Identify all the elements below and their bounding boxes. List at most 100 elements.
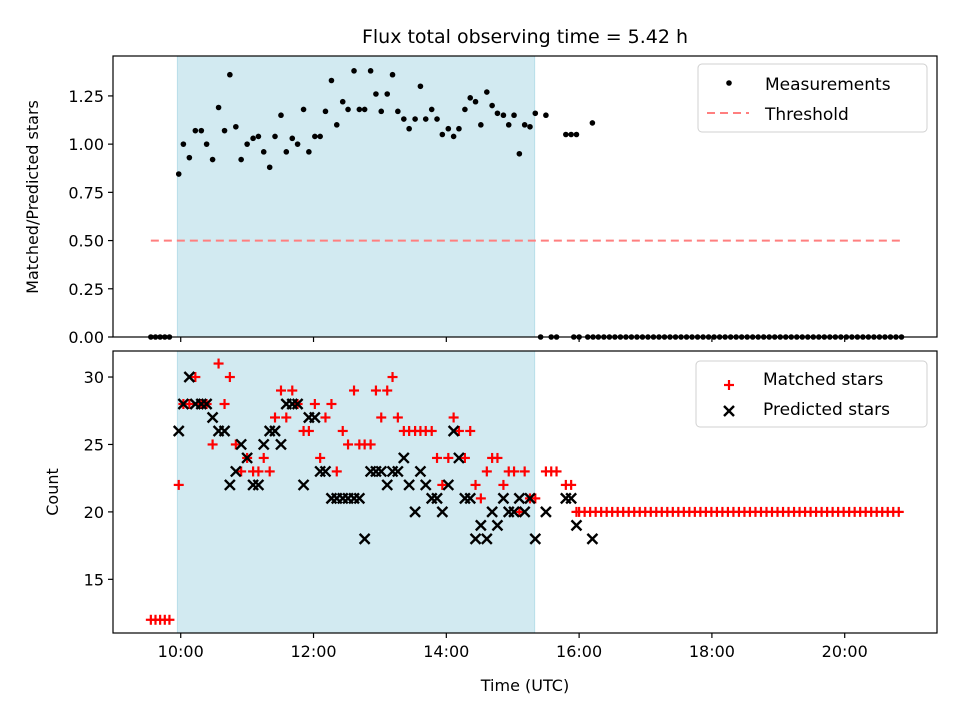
matched-star-marker xyxy=(281,412,292,423)
measurement-point xyxy=(445,125,452,132)
predicted-star-marker xyxy=(353,492,366,505)
measurement-point xyxy=(333,122,340,128)
predicted-star-marker xyxy=(183,371,196,383)
predicted-star-marker xyxy=(442,479,455,491)
measurement-point xyxy=(494,110,501,117)
measurement-point xyxy=(198,127,205,134)
matched-star-marker xyxy=(453,425,464,436)
observing-window-shade-bottom xyxy=(176,350,536,634)
measurement-point xyxy=(272,133,278,140)
plus-marker-icon xyxy=(724,380,734,390)
predicted-star-marker xyxy=(252,479,265,491)
measurement-point xyxy=(238,156,244,163)
legend-threshold-label: Threshold xyxy=(764,105,849,125)
measurement-point xyxy=(361,106,368,113)
measurement-point xyxy=(233,123,239,130)
predicted-star-marker xyxy=(172,425,185,437)
top-x-ticks xyxy=(180,337,846,342)
matched-star-marker xyxy=(275,385,286,396)
measurement-point xyxy=(505,122,512,128)
bottom-y-ticks: 15 20 25 30 xyxy=(84,368,113,589)
measurement-point xyxy=(478,122,484,128)
matched-star-marker xyxy=(207,439,218,450)
predicted-star-marker xyxy=(309,411,321,424)
matched-star-marker xyxy=(337,425,348,436)
matched-star-marker xyxy=(509,466,520,477)
matched-star-marker xyxy=(432,452,443,463)
measurement-point xyxy=(500,112,507,119)
x-tick-label: 14:00 xyxy=(423,642,469,661)
matched-star-marker xyxy=(320,412,331,423)
measurement-point xyxy=(289,135,296,142)
predicted-star-marker xyxy=(358,533,371,545)
y-tick-label: 0.25 xyxy=(68,280,104,299)
measurement-point xyxy=(589,120,596,126)
top-axes-frame xyxy=(112,55,938,338)
matched-star-marker xyxy=(519,466,530,477)
predicted-star-marker xyxy=(513,492,526,505)
legend-predicted-label: Predicted stars xyxy=(763,400,890,420)
measurement-point xyxy=(328,77,335,84)
predicted-star-marker xyxy=(565,492,577,505)
matched-star-marker xyxy=(514,506,525,517)
predicted-star-marker xyxy=(275,438,287,451)
matched-star-marker xyxy=(370,385,381,396)
matched-star-marker xyxy=(343,439,354,450)
measurement-point xyxy=(467,95,474,101)
measurement-point xyxy=(300,106,307,113)
matched-star-marker xyxy=(173,479,184,490)
matched-star-marker xyxy=(331,466,342,477)
measurement-point xyxy=(278,112,284,119)
bottom-axes-frame xyxy=(112,350,938,634)
measurement-point xyxy=(450,133,457,140)
predicted-star-marker xyxy=(229,465,242,478)
measurement-point xyxy=(573,131,580,138)
measurement-point xyxy=(543,112,549,119)
predicted-star-marker xyxy=(419,479,432,491)
measurement-point xyxy=(378,108,385,115)
matched-star-marker xyxy=(893,506,904,517)
predicted-star-marker xyxy=(540,506,552,518)
predicted-star-marker xyxy=(257,438,270,451)
matched-star-marker xyxy=(253,466,264,477)
predicted-star-marker xyxy=(431,492,443,505)
measurement-point xyxy=(356,106,363,113)
measurement-point xyxy=(422,116,429,122)
matched-star-marker xyxy=(326,399,337,410)
predicted-star-marker xyxy=(200,398,213,410)
measurement-point xyxy=(384,91,391,97)
matched-star-marker xyxy=(382,385,393,396)
y-tick-label: 0.50 xyxy=(68,232,104,251)
measurement-point xyxy=(260,149,267,155)
predicted-star-marker xyxy=(297,479,310,491)
predicted-star-marker xyxy=(235,438,247,451)
matched-star-marker xyxy=(376,412,387,423)
measurement-point xyxy=(250,135,256,142)
matched-star-marker xyxy=(492,452,503,463)
measurement-point xyxy=(186,154,193,161)
matched-star-marker xyxy=(530,493,541,504)
predicted-star-marker xyxy=(508,506,520,518)
x-tick-label: 20:00 xyxy=(822,642,868,661)
measurement-point xyxy=(339,98,346,105)
y-tick-label: 30 xyxy=(84,368,104,387)
y-tick-label: 15 xyxy=(84,570,104,589)
matched-star-marker xyxy=(443,452,454,463)
predicted-star-marker xyxy=(570,519,583,532)
top-y-axis-label: Matched/Predicted stars xyxy=(23,100,42,294)
predicted-star-marker xyxy=(518,506,531,518)
measurement-point xyxy=(412,116,418,122)
measurement-point xyxy=(406,125,412,132)
measurement-point xyxy=(395,108,401,115)
predicted-star-marker xyxy=(224,479,236,491)
predicted-star-marker xyxy=(269,425,281,437)
matched-star-marker xyxy=(470,479,481,490)
measurement-point xyxy=(322,108,329,115)
predicted-star-marker xyxy=(529,533,542,545)
matched-star-marker xyxy=(303,425,314,436)
predicted-star-marker xyxy=(474,519,487,532)
matched-star-marker xyxy=(365,439,376,450)
measurement-point xyxy=(283,149,290,155)
legend-measurements-label: Measurements xyxy=(765,75,891,95)
predicted-star-marker xyxy=(453,452,465,464)
